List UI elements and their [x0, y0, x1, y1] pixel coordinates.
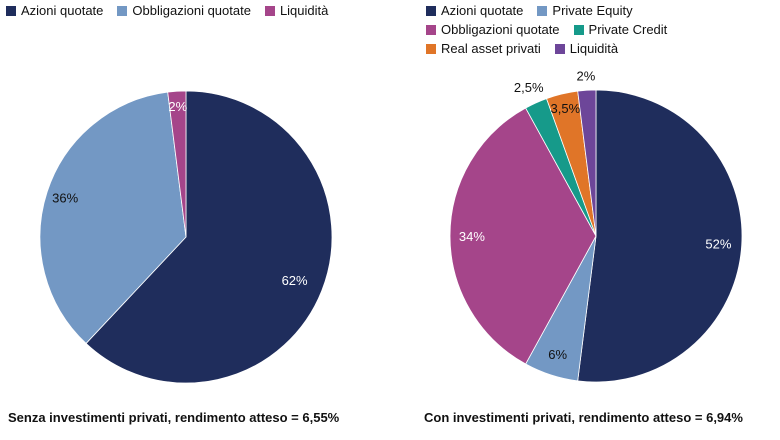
legend-label: Obbligazioni quotate [132, 3, 251, 18]
legend-label: Real asset privati [441, 41, 541, 56]
chart-title-right: Con investimenti privati, rendimento att… [424, 410, 743, 425]
legend-item: Liquidità [554, 41, 619, 56]
legend-swatch [117, 5, 128, 16]
data-label: 3,5% [551, 101, 581, 116]
pie-slice [39, 91, 187, 344]
data-label: 2,5% [514, 80, 544, 95]
legend-swatch [573, 24, 584, 35]
legend-item: Liquidità [264, 3, 329, 18]
data-label: 2% [168, 99, 187, 114]
legend-swatch [426, 24, 436, 35]
pie-slice [449, 107, 597, 365]
pie-slice [577, 89, 597, 237]
data-label: 52% [705, 237, 731, 252]
legend-swatch [426, 5, 436, 16]
legend-label: Obbligazioni quotate [441, 22, 560, 37]
chart-title-left: Senza investimenti privati, rendimento a… [8, 410, 340, 425]
legend-label: Private Credit [588, 22, 668, 37]
legend-item: Azioni quotate [6, 3, 103, 18]
legend-swatch [537, 5, 548, 16]
legend-item: Real asset privati [426, 41, 541, 56]
legend-swatch [554, 43, 565, 54]
legend-swatch [6, 5, 16, 16]
legend-item: Private Credit [573, 22, 668, 37]
legend-label: Private Equity [552, 3, 633, 18]
legend-item: Obbligazioni quotate [117, 3, 251, 18]
pie-slice [167, 90, 187, 238]
pie-slice [577, 89, 743, 383]
data-label: 36% [52, 191, 78, 206]
legend-label: Liquidità [569, 41, 619, 56]
legend-swatch [264, 5, 275, 16]
legend-swatch [426, 43, 436, 54]
legend-label: Azioni quotate [441, 3, 524, 18]
data-label: 2% [577, 69, 596, 84]
legend-right: Azioni quotate Private Equity Obbligazio… [426, 1, 667, 58]
legend-item: Obbligazioni quotate [426, 22, 560, 37]
legend-label: Azioni quotate [21, 3, 104, 18]
legend-left: Azioni quotate Obbligazioni quotate Liqu… [6, 1, 328, 20]
pie-slice [85, 90, 333, 384]
data-label: 6% [548, 347, 567, 362]
legend-label: Liquidità [279, 3, 329, 18]
legend-item: Azioni quotate [426, 3, 523, 18]
legend-item: Private Equity [537, 3, 633, 18]
data-label: 62% [282, 273, 308, 288]
data-label: 34% [459, 229, 485, 244]
